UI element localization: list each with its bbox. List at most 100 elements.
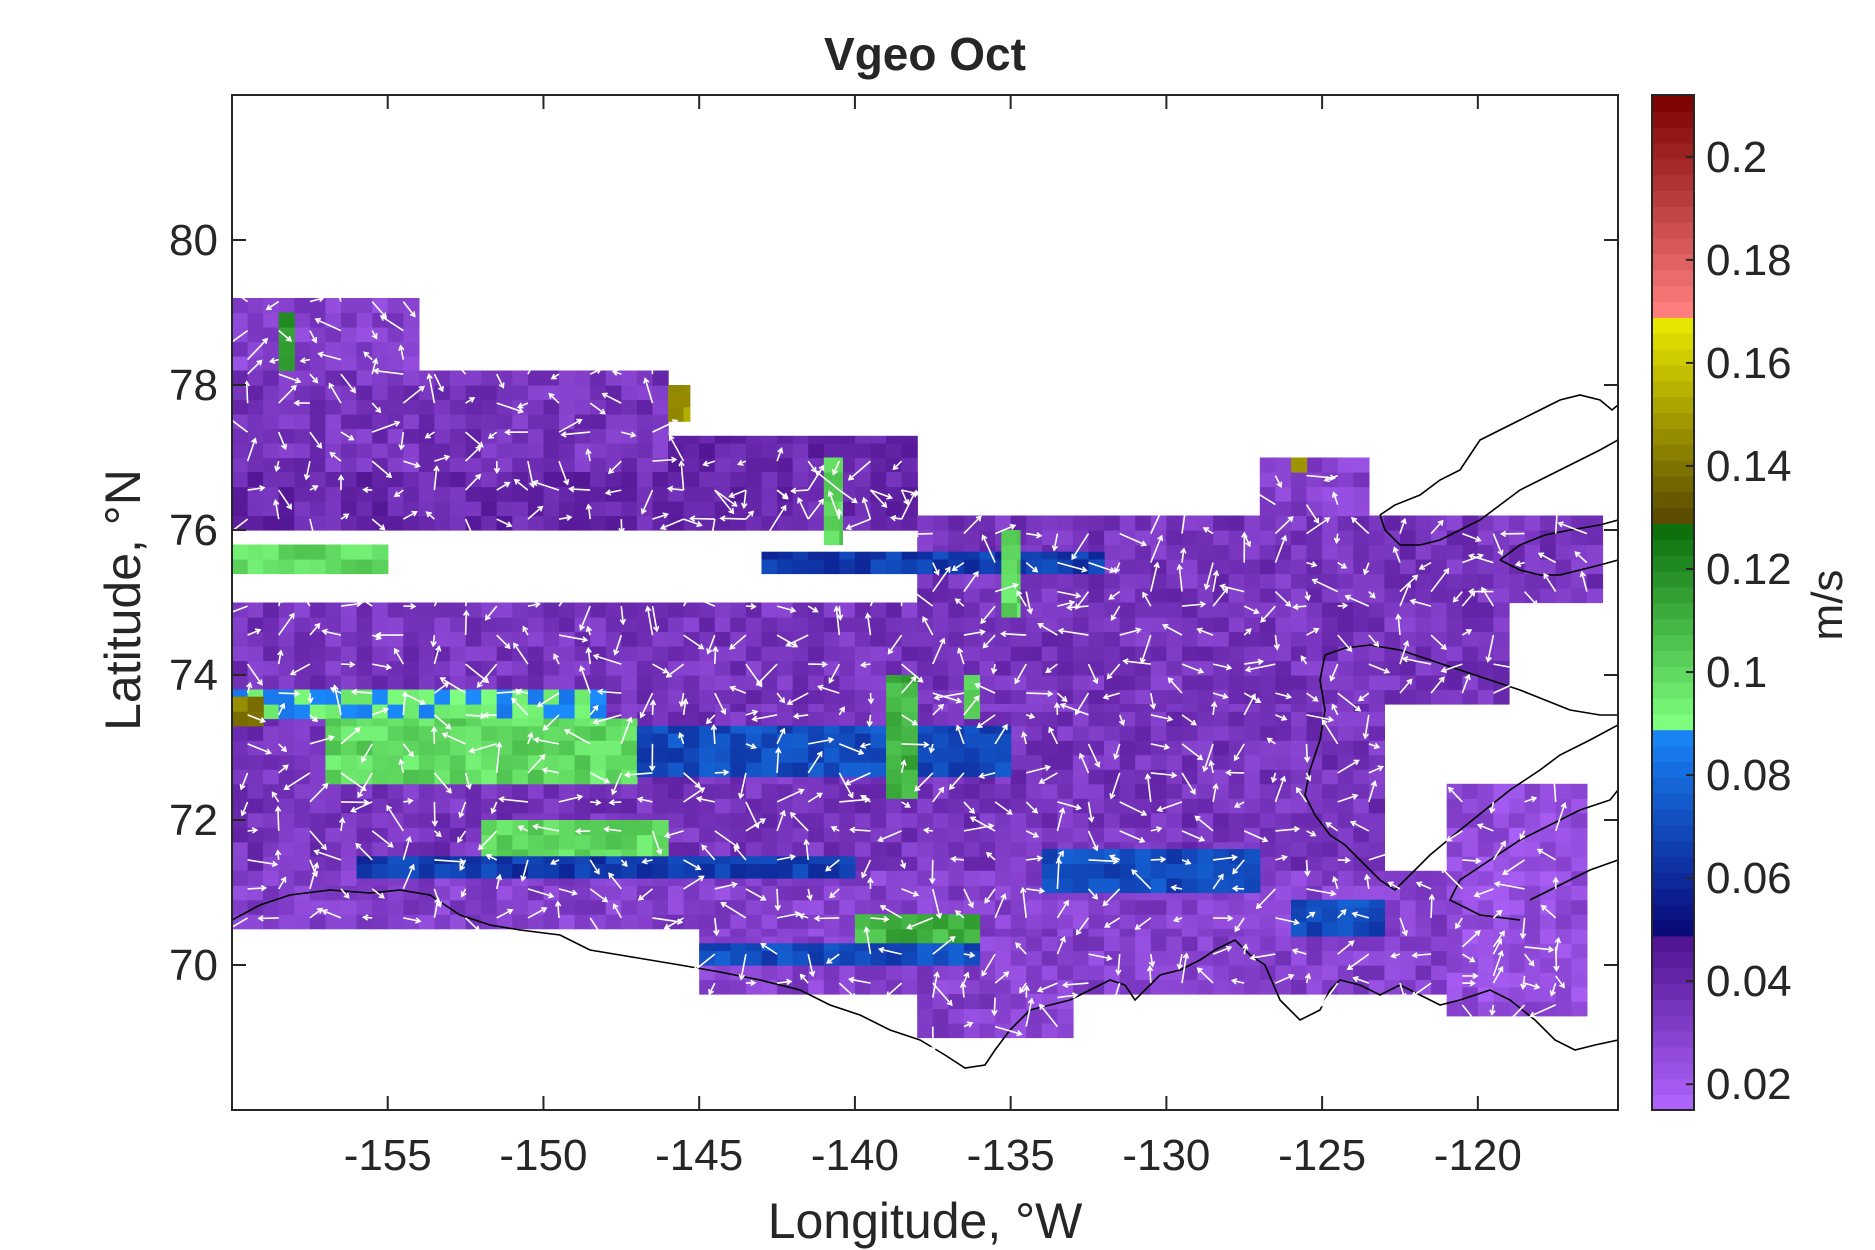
grid-cell — [1462, 675, 1479, 691]
grid-cell — [1026, 646, 1043, 662]
grid-cell — [1010, 725, 1027, 741]
grid-cell — [621, 754, 638, 770]
grid-cell — [745, 675, 763, 691]
grid-cell — [963, 783, 981, 799]
velocity-arrow — [271, 791, 280, 803]
grid-cell — [543, 399, 560, 415]
grid-cell — [1571, 885, 1588, 901]
grid-cell — [356, 515, 373, 531]
x-tick-label: -125 — [1278, 1131, 1366, 1180]
grid-cell — [1057, 559, 1074, 575]
grid-cell — [839, 660, 856, 676]
grid-cell — [683, 392, 691, 408]
grid-cell — [1104, 530, 1121, 546]
grid-cell — [1353, 711, 1370, 727]
velocity-arrow — [268, 357, 279, 364]
velocity-arrow — [963, 629, 986, 636]
grid-cell — [1571, 943, 1588, 959]
grid-cell — [839, 856, 856, 865]
grid-cell — [886, 856, 903, 872]
grid-cell — [247, 356, 264, 372]
grid-cell — [621, 646, 638, 662]
velocity-arrow — [714, 769, 730, 776]
grid-cell — [1135, 863, 1152, 879]
grid-cell — [683, 704, 700, 712]
colorbar-swatch — [1652, 158, 1694, 176]
grid-cell — [854, 472, 872, 488]
grid-cell — [1197, 725, 1214, 741]
velocity-arrow — [879, 905, 903, 919]
grid-cell — [1322, 740, 1339, 756]
grid-cell — [1041, 1023, 1058, 1039]
grid-cell — [792, 885, 809, 901]
colorbar-swatch — [1652, 317, 1694, 334]
grid-cell — [917, 559, 934, 575]
grid-cell — [870, 515, 887, 531]
grid-cell — [1322, 631, 1339, 647]
grid-cell — [278, 675, 295, 691]
grid-cell — [870, 602, 887, 618]
grid-cell — [1462, 885, 1479, 901]
velocity-arrow — [807, 953, 816, 978]
velocity-arrow — [1059, 702, 1089, 716]
grid-cell — [574, 515, 591, 531]
grid-cell — [1524, 870, 1541, 886]
coastline-melville — [1499, 519, 1618, 576]
grid-cell — [434, 472, 451, 488]
grid-cell — [1166, 798, 1183, 814]
grid-cell — [1571, 559, 1588, 575]
grid-cell — [714, 501, 731, 517]
grid-cell — [496, 769, 513, 785]
velocity-arrow — [1274, 591, 1292, 607]
velocity-arrow — [869, 489, 888, 509]
grid-cell — [1057, 783, 1074, 799]
grid-cell — [699, 827, 716, 843]
grid-cell — [543, 675, 560, 691]
grid-cell — [1571, 870, 1588, 886]
velocity-arrow — [1337, 692, 1362, 712]
colorbar-swatch — [1652, 126, 1694, 144]
grid-cell — [325, 472, 342, 488]
grid-cell — [1026, 725, 1043, 741]
velocity-arrow — [745, 603, 757, 610]
grid-cell — [341, 675, 358, 691]
velocity-arrow — [932, 971, 940, 998]
grid-cell — [1337, 660, 1354, 676]
grid-cell — [870, 646, 887, 662]
grid-cell — [1322, 486, 1339, 502]
grid-cell — [496, 631, 513, 647]
grid-cell — [1540, 972, 1557, 988]
velocity-arrow — [398, 758, 405, 774]
grid-cell — [496, 725, 513, 741]
grid-cell — [1571, 530, 1588, 546]
grid-cell — [730, 704, 747, 712]
colorbar-swatch — [1652, 602, 1694, 620]
grid-cell — [636, 783, 654, 799]
grid-cell — [823, 762, 840, 778]
grid-cell — [777, 812, 794, 828]
grid-cell — [1415, 965, 1432, 981]
grid-cell — [1119, 754, 1136, 770]
grid-cell — [948, 515, 965, 531]
grid-cell — [481, 856, 498, 865]
grid-cell — [465, 486, 482, 502]
grid-cell — [1275, 660, 1292, 676]
grid-cell — [590, 740, 607, 756]
grid-cell — [839, 675, 856, 691]
grid-cell — [1353, 544, 1370, 560]
grid-cell — [232, 399, 249, 415]
grid-cell — [1337, 769, 1354, 785]
grid-cell — [527, 501, 545, 517]
grid-cell — [325, 870, 342, 886]
grid-cell — [1166, 588, 1183, 604]
grid-cell — [372, 298, 389, 314]
grid-cell — [341, 718, 358, 727]
grid-cell — [808, 841, 825, 857]
velocity-arrow — [1088, 857, 1120, 865]
grid-cell — [714, 914, 731, 930]
grid-cell — [309, 631, 327, 647]
grid-cell — [1001, 559, 1018, 575]
grid-cell — [1337, 689, 1354, 705]
grid-cell — [1291, 631, 1308, 647]
velocity-arrow — [1266, 737, 1276, 745]
